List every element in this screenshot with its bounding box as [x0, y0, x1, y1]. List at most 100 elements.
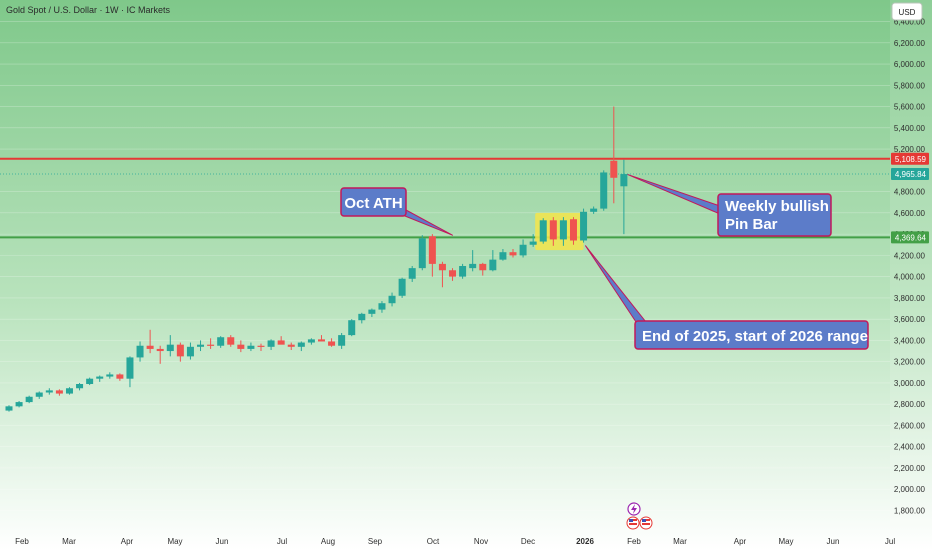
candle-body	[438, 263, 446, 271]
y-tick-label: 2,600.00	[894, 421, 926, 430]
y-tick-label: 5,400.00	[894, 124, 926, 133]
candle-body	[207, 344, 215, 346]
y-tick-label: 1,800.00	[894, 507, 926, 516]
y-tick-label: 3,800.00	[894, 294, 926, 303]
candle	[267, 339, 275, 350]
candle	[338, 332, 346, 349]
candle	[65, 387, 73, 395]
support-price-tag-label: 4,369.64	[895, 233, 927, 242]
candle-body	[600, 172, 608, 209]
candle-body	[418, 238, 426, 269]
support-price-tag: 4,369.64	[891, 231, 929, 244]
candle-body	[186, 346, 194, 357]
x-tick-label: Jul	[885, 537, 895, 546]
candle-body	[338, 335, 346, 346]
candle	[197, 340, 205, 352]
range-label: End of 2025, start of 2026 range	[642, 328, 868, 345]
candle-body	[559, 220, 567, 240]
candle-body	[388, 295, 396, 304]
y-tick-label: 4,000.00	[894, 273, 926, 282]
y-tick-label: 3,600.00	[894, 315, 926, 324]
resistance-price-tag: 5,108.59	[891, 152, 929, 165]
range-callout[interactable]: End of 2025, start of 2026 range	[634, 320, 869, 350]
candle	[156, 345, 164, 364]
candle-body	[549, 220, 557, 240]
us-flag-icon[interactable]	[626, 516, 640, 530]
candle-body	[176, 344, 184, 357]
candle-body	[247, 345, 255, 349]
candle-body	[227, 337, 235, 345]
chart-title: Gold Spot / U.S. Dollar · 1W · IC Market…	[6, 5, 171, 15]
candle-body	[136, 345, 144, 358]
candle-body	[5, 406, 13, 411]
candles	[5, 106, 628, 412]
candle	[580, 208, 588, 243]
candle	[438, 261, 446, 288]
y-tick-label: 4,200.00	[894, 251, 926, 260]
candle	[247, 342, 255, 352]
candle-body	[449, 270, 457, 277]
candle-body	[610, 160, 618, 178]
level-lines	[0, 157, 890, 239]
us-flag-icon[interactable]	[639, 516, 653, 530]
resistance-price-tag-label: 5,108.59	[895, 155, 927, 164]
candle-body	[65, 388, 73, 394]
candle-body	[297, 342, 305, 347]
y-tick-label: 3,400.00	[894, 336, 926, 345]
candle	[106, 372, 114, 379]
candle	[55, 389, 63, 396]
candle	[25, 395, 33, 404]
candle	[489, 250, 497, 272]
candle	[348, 319, 356, 337]
candle-body	[358, 313, 366, 321]
y-tick-label: 6,200.00	[894, 39, 926, 48]
candle	[5, 405, 13, 412]
candle-body	[398, 278, 406, 296]
time-axis[interactable]: Feb Mar Apr May Jun Jul Aug Sep Oct Nov Dec 2026 Feb…	[15, 537, 895, 546]
candle	[227, 335, 235, 347]
candle-body	[126, 357, 134, 379]
y-tick-label: 3,200.00	[894, 358, 926, 367]
candle-body	[156, 348, 164, 352]
candle	[237, 340, 245, 353]
x-tick-label: Jun	[827, 537, 840, 546]
candle	[15, 401, 23, 408]
lightning-icon[interactable]	[627, 502, 641, 516]
pin-bar-callout[interactable]: Weekly bullish Pin Bar	[717, 193, 832, 237]
candle-body	[76, 384, 84, 389]
candle-body	[408, 268, 416, 279]
candle	[368, 308, 376, 318]
x-tick-label: Mar	[62, 537, 76, 546]
candle-body	[45, 390, 53, 393]
candle	[277, 336, 285, 345]
candle-body	[166, 344, 174, 352]
candle	[519, 239, 527, 258]
candle-body	[479, 263, 487, 271]
candle	[307, 338, 315, 345]
candle	[610, 106, 618, 204]
currency-button[interactable]: USD	[891, 2, 923, 21]
x-tick-label: Dec	[521, 537, 535, 546]
x-tick-label: Nov	[474, 537, 488, 546]
candle-body	[15, 402, 23, 407]
price-axis[interactable]: 1,800.00 2,000.00 2,200.00 2,400.00 2,600.00…	[890, 0, 932, 550]
candle	[479, 262, 487, 276]
candle	[428, 234, 436, 277]
candle-body	[35, 392, 43, 397]
candle	[459, 263, 467, 279]
candle	[499, 249, 507, 261]
candle	[590, 206, 598, 214]
x-tick-label: Feb	[627, 537, 641, 546]
candle	[408, 266, 416, 282]
candle	[186, 342, 194, 360]
candle-body	[519, 244, 527, 256]
candle	[96, 375, 104, 382]
candle	[217, 336, 225, 348]
candle-body	[106, 374, 114, 377]
x-tick-label: Apr	[734, 537, 747, 546]
candle-body	[146, 345, 154, 349]
candle-body	[237, 344, 245, 349]
y-tick-label: 6,000.00	[894, 60, 926, 69]
oct-ath-callout[interactable]: Oct ATH	[340, 187, 407, 217]
